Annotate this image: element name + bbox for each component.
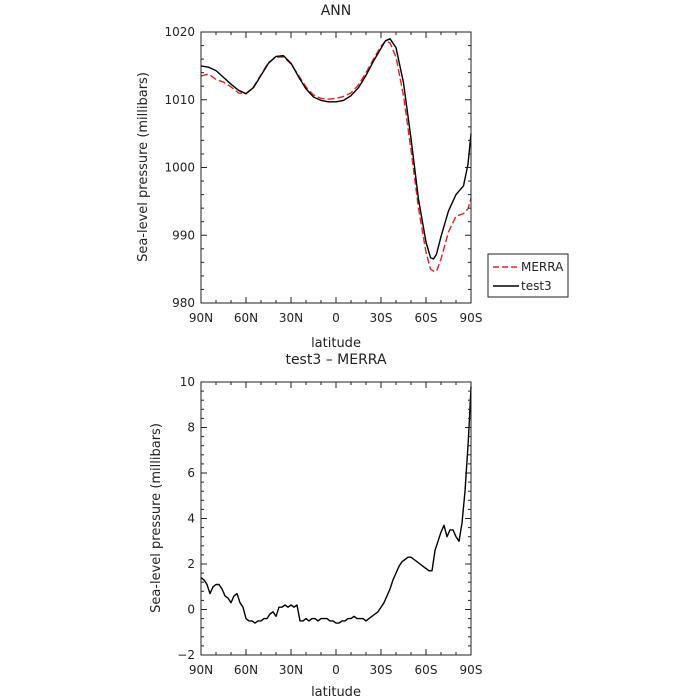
bottom-plot-frame [200,381,472,656]
top-x-tick-label: 60N [234,311,258,325]
top-x-tick-label: 30S [370,311,393,325]
top-y-tick-label: 980 [172,296,195,310]
top-chart-title: ANN [321,3,352,19]
top-x-axis-label: latitude [311,336,361,351]
bottom-series-line [200,386,472,624]
bottom-x-tick-label: 90S [460,663,483,677]
legend-merra-label: MERRA [521,260,564,274]
legend: MERRA test3 [487,253,569,298]
bottom-chart-title: test3 – MERRA [285,352,387,368]
bottom-y-tick-label: 6 [187,466,195,480]
legend-box [487,253,569,298]
bottom-y-tick-label: 4 [187,512,195,526]
top-y-tick-label: 1000 [164,161,195,175]
top-y-tick-label: 1020 [164,25,195,39]
legend-test3-label: test3 [521,279,552,293]
top-series-merra [200,40,472,272]
bottom-y-axis-label: Sea-level pressure (millibars) [149,423,164,613]
top-plot-frame [200,31,472,304]
top-y-tick-label: 990 [172,228,195,242]
top-panel: ANN 90N 60N 30N 0 30S 60S 90S 980 990 1000 1010 102… [136,3,569,351]
top-x-tick-label: 60S [415,311,438,325]
top-y-axis-label: Sea-level pressure (millibars) [136,72,151,262]
top-series-test3 [200,38,472,260]
top-x-tick-label: 30N [279,311,303,325]
bottom-x-axis-label: latitude [311,685,361,700]
bottom-x-tick-label: 30N [279,663,303,677]
bottom-panel: test3 – MERRA 90N 60N 30N 0 30S 60S 90S −2 0 2 4 6 8… [149,352,482,700]
bottom-x-tick-label: 60N [234,663,258,677]
bottom-y-tick-label: 2 [187,557,195,571]
bottom-x-tick-label: 60S [415,663,438,677]
top-x-tick-label: 90S [460,311,483,325]
top-y-tick-label: 1010 [164,93,195,107]
bottom-x-tick-label: 30S [370,663,393,677]
bottom-x-tick-label: 0 [332,663,340,677]
top-x-tick-label: 0 [332,311,340,325]
bottom-y-tick-label: 10 [180,375,195,389]
bottom-y-tick-label: 0 [187,603,195,617]
bottom-y-tick-label: 8 [187,421,195,435]
top-x-tick-label: 90N [189,311,213,325]
bottom-x-tick-label: 90N [189,663,213,677]
bottom-y-tick-label: −2 [177,648,195,662]
